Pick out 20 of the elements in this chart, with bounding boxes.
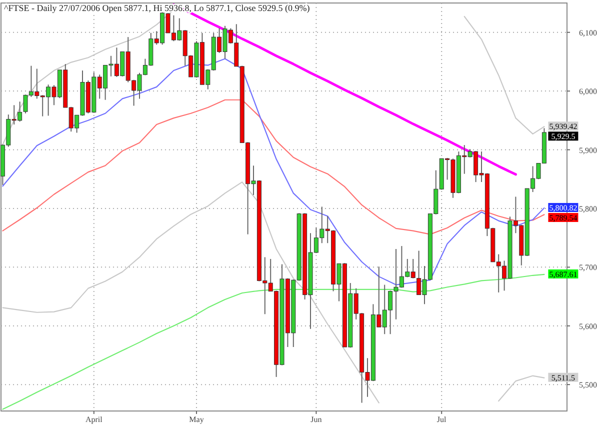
y-tick-label: 5,500 <box>579 380 597 390</box>
x-tick-label: Jun <box>310 415 322 424</box>
y-tick-label: 6,100 <box>579 28 597 38</box>
y-tick-label: 5,700 <box>579 263 597 272</box>
data-label: 5,789.54 <box>549 213 578 222</box>
y-tick-label: 5,600 <box>579 322 597 331</box>
y-tick-label: 5,900 <box>579 146 597 155</box>
data-label: 5,511.5 <box>551 373 576 382</box>
line-series <box>2 274 545 410</box>
line-series <box>2 58 545 286</box>
x-tick-label: April <box>85 415 104 424</box>
data-label: 5,800.82 <box>549 203 578 212</box>
data-label: 5,687.61 <box>549 270 578 279</box>
y-tick-label: 6,000 <box>579 87 597 96</box>
y-tick-label: 5,800 <box>579 204 597 214</box>
line-series <box>2 99 545 235</box>
x-tick-label: Jul <box>436 415 448 424</box>
data-label: 5,939.42 <box>549 122 578 132</box>
text: 5,929.5 <box>551 132 576 142</box>
x-tick-label: May <box>189 415 204 424</box>
